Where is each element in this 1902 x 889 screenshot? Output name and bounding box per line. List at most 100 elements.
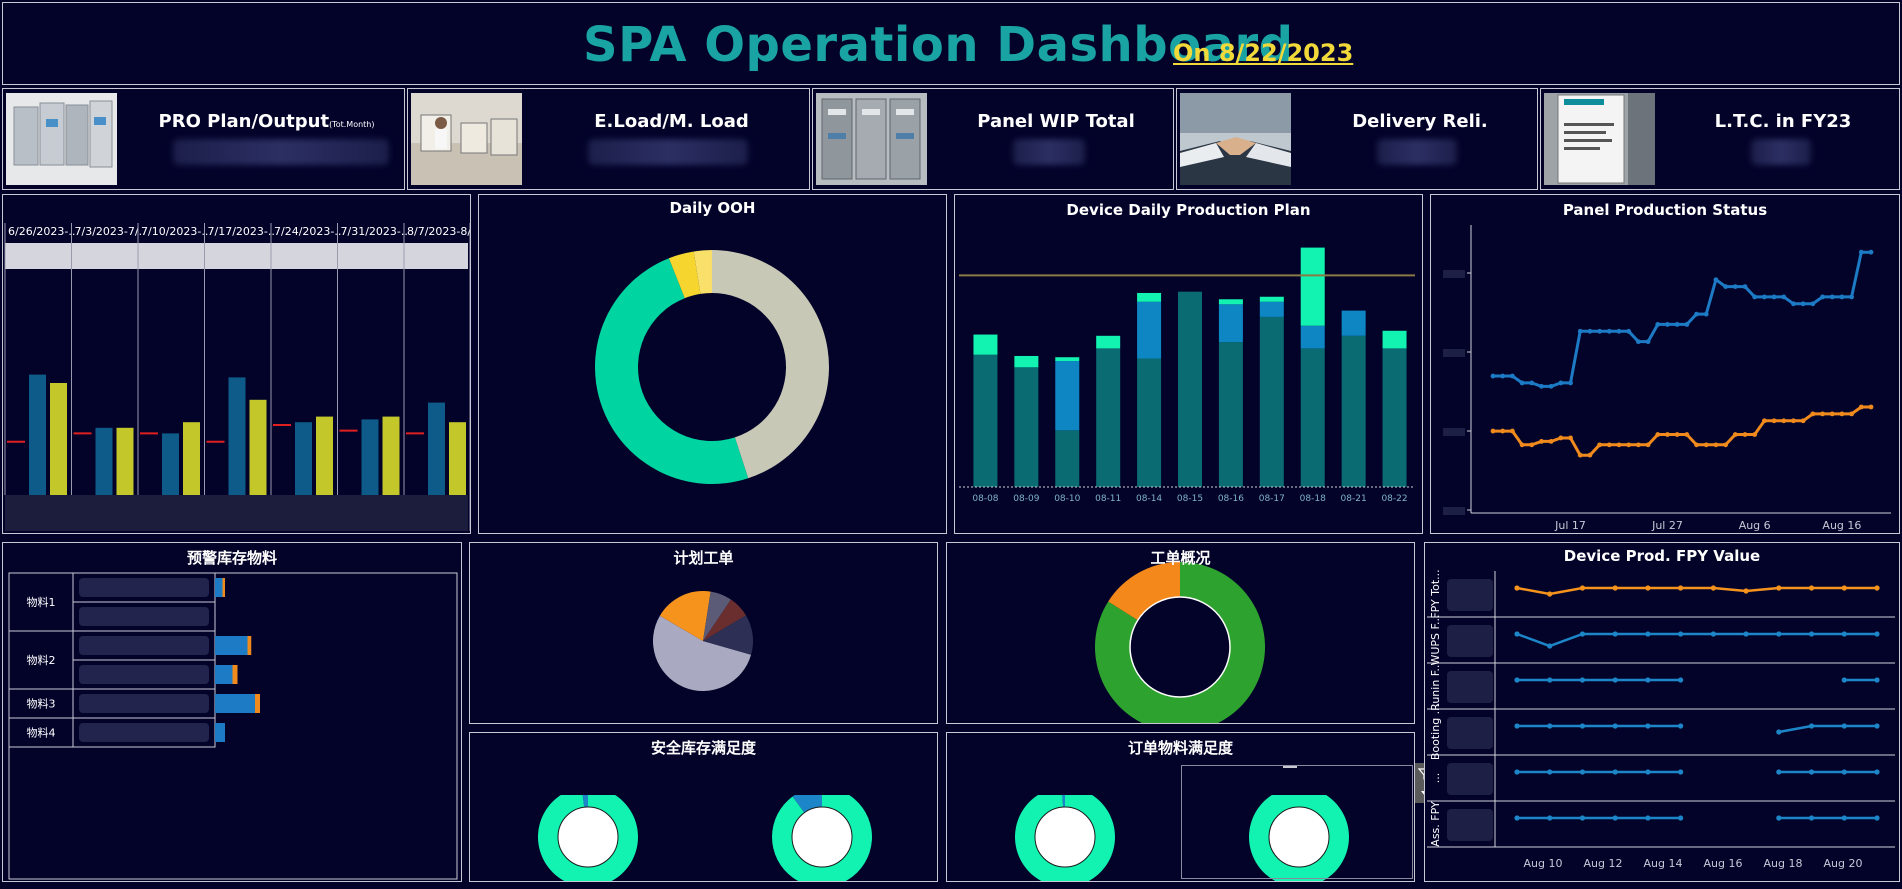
fpy-point-2 xyxy=(1514,677,1520,683)
value-redacted xyxy=(79,723,209,742)
x-tick-label: 08-22 xyxy=(1381,494,1407,504)
kpi-value-redacted xyxy=(1751,139,1811,165)
table-frame xyxy=(8,572,458,880)
fpy-point-0 xyxy=(1579,585,1586,591)
fpy-point-4 xyxy=(1514,769,1520,775)
order-material-gauges[interactable] xyxy=(947,733,1414,881)
fpy-point-1 xyxy=(1645,631,1651,637)
series-point-0 xyxy=(1858,249,1864,255)
series-point-1 xyxy=(1858,404,1864,410)
fpy-point-2 xyxy=(1612,677,1618,683)
series-point-0 xyxy=(1490,373,1496,379)
value-redacted xyxy=(79,665,209,684)
safety-gauge-hub-0 xyxy=(557,806,619,868)
series-point-1 xyxy=(1703,442,1709,448)
device-plan-bar-chart[interactable]: 08-08 08-09 08-10 08-11 08-14 08-15 08-16 08-17… xyxy=(955,195,1422,533)
fpy-point-5 xyxy=(1874,815,1880,821)
material-label: 物料2 xyxy=(27,653,56,667)
fpy-point-3 xyxy=(1678,723,1684,729)
plan-orders-pie[interactable] xyxy=(470,543,937,723)
series-point-1 xyxy=(1539,439,1544,444)
week-label: 7/10/2023-.. xyxy=(141,225,208,238)
fpy-point-0 xyxy=(1547,591,1553,597)
warning-stock-table[interactable]: 物料1 物料2 物料3 物料4 xyxy=(3,543,461,881)
series-point-0 xyxy=(1616,328,1622,334)
fpy-point-5 xyxy=(1612,815,1618,821)
bar-blue xyxy=(428,402,445,495)
header-band xyxy=(5,243,468,269)
week-label: 7/31/2023-.. xyxy=(341,225,408,238)
kpi-card-delivery-reliability[interactable]: Delivery Reli. xyxy=(1176,88,1538,190)
fpy-point-3 xyxy=(1579,723,1586,729)
bar-segment-2 xyxy=(1382,330,1407,349)
material-gauge-0-slice-1 xyxy=(1062,795,1065,808)
bar-segment-1 xyxy=(1300,325,1325,349)
plan-orders-slice-0 xyxy=(653,615,752,691)
fpy-point-1 xyxy=(1612,631,1618,637)
fpy-point-0 xyxy=(1612,585,1618,591)
safety-stock-gauges[interactable] xyxy=(470,733,937,881)
row-value-redacted xyxy=(1447,671,1493,703)
series-point-1 xyxy=(1635,442,1641,448)
order-overview-donut[interactable] xyxy=(947,543,1414,732)
series-point-1 xyxy=(1616,442,1622,448)
x-tick-label: Aug 16 xyxy=(1704,857,1743,870)
fpy-point-1 xyxy=(1874,631,1880,637)
kpi-card-panel-wip[interactable]: Panel WIP Total xyxy=(812,88,1174,190)
safety-gauge-1-slice-0 xyxy=(771,795,872,881)
fpy-point-5 xyxy=(1579,815,1586,821)
x-tick-label: Aug 14 xyxy=(1644,857,1683,870)
weekly-bar-chart[interactable]: 6/26/2023-.. 7/3/2023-7/..7/10/2023-.. 7/1… xyxy=(3,195,478,533)
series-point-1 xyxy=(1742,432,1748,437)
bar-segment-2 xyxy=(1300,247,1325,326)
fpy-point-5 xyxy=(1808,815,1815,821)
bar-yellow xyxy=(50,383,67,495)
x-tick-label: 08-14 xyxy=(1136,494,1162,504)
kpi-card-eload-mload[interactable]: E.Load/M. Load xyxy=(407,88,810,190)
kpi-card-ltc-fy23[interactable]: L.T.C. in FY23 xyxy=(1540,88,1900,190)
series-point-0 xyxy=(1577,328,1583,334)
fpy-point-1 xyxy=(1514,631,1520,637)
fpy-point-0 xyxy=(1678,585,1684,591)
stock-bar xyxy=(215,723,225,742)
series-point-1 xyxy=(1732,432,1738,437)
stock-bar-overflow xyxy=(247,636,252,655)
series-point-0 xyxy=(1684,322,1690,327)
series-point-1 xyxy=(1752,432,1758,437)
row-label: WUPS F... xyxy=(1429,614,1442,665)
daily-ooh-donut[interactable] xyxy=(479,195,946,533)
kpi-card-pro-plan[interactable]: PRO Plan/Output(Tot.Month) xyxy=(2,88,405,190)
row-label: Runin F... xyxy=(1429,661,1442,711)
series-point-0 xyxy=(1761,294,1767,300)
drag-handle[interactable] xyxy=(1283,766,1297,768)
series-point-1 xyxy=(1713,442,1719,448)
kpi-label: E.Load/M. Load xyxy=(594,111,749,132)
report-date-link[interactable]: On 8/22/2023 xyxy=(1173,39,1354,67)
bar-segment-2 xyxy=(1259,296,1284,302)
fpy-point-4 xyxy=(1874,769,1880,775)
bar-segment-2 xyxy=(1055,357,1080,361)
series-point-1 xyxy=(1781,418,1787,424)
week-label: 6/26/2023-.. xyxy=(8,225,75,238)
fpy-point-2 xyxy=(1547,677,1553,683)
bar-segment-0 xyxy=(1300,348,1325,487)
panel-title: 工单概况 xyxy=(1150,549,1211,567)
bar-segment-0 xyxy=(1096,348,1121,487)
kpi-label: Panel WIP Total xyxy=(977,111,1135,132)
fpy-point-1 xyxy=(1579,631,1586,637)
ooh-slice-0 xyxy=(712,250,829,479)
series-point-0 xyxy=(1732,284,1738,289)
x-tick-label: 08-21 xyxy=(1341,494,1367,504)
fpy-small-multiples[interactable]: FPY Tot...WUPS F...Runin F...Booting ...… xyxy=(1425,543,1899,881)
week-label: 7/3/2023-7/.. xyxy=(75,225,146,238)
panel-status-line-chart[interactable]: Jul 17 Jul 27 Aug 6 Aug 16 xyxy=(1431,195,1899,533)
week-label: 8/7/2023-8/.. xyxy=(407,225,470,238)
series-point-1 xyxy=(1577,452,1583,458)
fpy-point-2 xyxy=(1678,677,1684,683)
y-tick-redacted xyxy=(1443,507,1465,515)
x-tick-label: 08-08 xyxy=(972,494,998,504)
fpy-point-4 xyxy=(1678,769,1684,775)
row-label: FPY Tot... xyxy=(1429,569,1442,618)
series-point-1 xyxy=(1568,435,1573,441)
bar-segment-0 xyxy=(1259,316,1284,487)
